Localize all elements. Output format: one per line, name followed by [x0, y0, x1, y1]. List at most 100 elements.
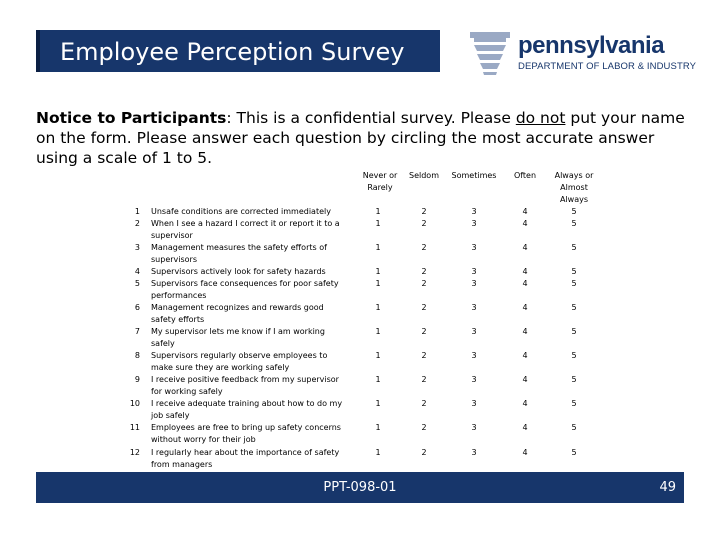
score-option[interactable]: 5: [571, 423, 577, 432]
question-number: 8: [134, 351, 140, 360]
question-number: 6: [134, 303, 140, 312]
score-option[interactable]: 2: [421, 423, 427, 432]
scale-header-always: Always or Almost Always: [554, 171, 594, 204]
score-option[interactable]: 3: [471, 243, 477, 252]
score-option[interactable]: 3: [471, 375, 477, 384]
score-option[interactable]: 4: [522, 279, 528, 288]
score-option[interactable]: 1: [375, 399, 381, 408]
question-number: 9: [134, 375, 140, 384]
score-option[interactable]: 2: [421, 279, 427, 288]
score-option[interactable]: 5: [571, 375, 577, 384]
question-number: 3: [134, 243, 140, 252]
score-option[interactable]: 1: [375, 327, 381, 336]
score-option[interactable]: 4: [522, 399, 528, 408]
keystone-icon: [470, 32, 510, 75]
question-text: Supervisors regularly observe employees …: [151, 351, 328, 372]
footer-bar: PPT-098-01 49: [36, 472, 684, 503]
question-number: 10: [129, 399, 140, 408]
score-option[interactable]: 5: [571, 243, 577, 252]
score-option[interactable]: 3: [471, 423, 477, 432]
question-number: 2: [134, 219, 140, 228]
logo-department: DEPARTMENT OF LABOR & INDUSTRY: [518, 61, 697, 72]
score-option[interactable]: 1: [375, 279, 381, 288]
score-option[interactable]: 5: [571, 351, 577, 360]
score-option[interactable]: 1: [375, 303, 381, 312]
score-option[interactable]: 1: [375, 267, 381, 276]
score-option[interactable]: 4: [522, 448, 528, 457]
score-option[interactable]: 1: [375, 207, 381, 216]
scale-header-sometimes: Sometimes: [451, 171, 497, 180]
notice-text-1: : This is a confidential survey. Please: [226, 109, 516, 127]
question-text: I receive adequate training about how to…: [151, 399, 343, 420]
question-number: 7: [134, 327, 140, 336]
question-text: I receive positive feedback from my supe…: [151, 375, 339, 396]
score-option[interactable]: 3: [471, 351, 477, 360]
score-option[interactable]: 3: [471, 219, 477, 228]
score-option[interactable]: 2: [421, 207, 427, 216]
score-option[interactable]: 4: [522, 243, 528, 252]
score-option[interactable]: 3: [471, 399, 477, 408]
score-option[interactable]: 3: [471, 327, 477, 336]
score-option[interactable]: 1: [375, 219, 381, 228]
score-option[interactable]: 5: [571, 219, 577, 228]
score-option[interactable]: 1: [375, 448, 381, 457]
pennsylvania-logo: pennsylvania DEPARTMENT OF LABOR & INDUS…: [466, 28, 696, 76]
scale-header-often: Often: [513, 171, 537, 180]
notice-label: Notice to Participants: [36, 109, 227, 127]
score-option[interactable]: 4: [522, 327, 528, 336]
question-text: Supervisors face consequences for poor s…: [151, 279, 339, 300]
score-option[interactable]: 5: [571, 303, 577, 312]
score-option[interactable]: 3: [471, 303, 477, 312]
score-option[interactable]: 5: [571, 327, 577, 336]
score-option[interactable]: 2: [421, 351, 427, 360]
score-option[interactable]: 2: [421, 375, 427, 384]
score-option[interactable]: 5: [571, 399, 577, 408]
score-option[interactable]: 4: [522, 375, 528, 384]
page-title: Employee Perception Survey: [60, 38, 405, 66]
score-option[interactable]: 2: [421, 448, 427, 457]
score-option[interactable]: 4: [522, 267, 528, 276]
score-option[interactable]: 4: [522, 207, 528, 216]
score-option[interactable]: 2: [421, 267, 427, 276]
score-option[interactable]: 2: [421, 399, 427, 408]
question-text: I regularly hear about the importance of…: [151, 448, 340, 469]
score-option[interactable]: 1: [375, 375, 381, 384]
scale-header-never: Never or Rarely: [362, 171, 398, 192]
score-option[interactable]: 2: [421, 303, 427, 312]
score-option[interactable]: 2: [421, 219, 427, 228]
question-number: 12: [129, 448, 140, 457]
question-text: My supervisor lets me know if I am worki…: [151, 327, 325, 348]
score-option[interactable]: 3: [471, 207, 477, 216]
question-number: 11: [129, 423, 140, 432]
score-option[interactable]: 3: [471, 267, 477, 276]
question-text: When I see a hazard I correct it or repo…: [151, 219, 340, 240]
score-option[interactable]: 5: [571, 279, 577, 288]
score-option[interactable]: 5: [571, 267, 577, 276]
title-bar: Employee Perception Survey: [36, 30, 440, 72]
question-number: 4: [134, 267, 140, 276]
score-option[interactable]: 3: [471, 448, 477, 457]
score-option[interactable]: 4: [522, 423, 528, 432]
score-option[interactable]: 4: [522, 303, 528, 312]
score-option[interactable]: 4: [522, 351, 528, 360]
score-option[interactable]: 2: [421, 243, 427, 252]
score-option[interactable]: 5: [571, 448, 577, 457]
question-text: Management recognizes and rewards good s…: [151, 303, 324, 324]
score-option[interactable]: 1: [375, 423, 381, 432]
question-text: Employees are free to bring up safety co…: [151, 423, 341, 444]
score-option[interactable]: 3: [471, 279, 477, 288]
score-option[interactable]: 5: [571, 207, 577, 216]
notice-paragraph: Notice to Participants: This is a confid…: [36, 108, 686, 168]
notice-text-2: put your name on the form. Please answer…: [36, 109, 685, 167]
score-option[interactable]: 1: [375, 243, 381, 252]
page-number: 49: [659, 480, 676, 495]
logo-wordmark: pennsylvania: [518, 32, 665, 59]
question-text: Management measures the safety efforts o…: [151, 243, 327, 264]
scale-header-seldom: Seldom: [409, 171, 439, 180]
score-option[interactable]: 4: [522, 219, 528, 228]
document-code: PPT-098-01: [323, 480, 397, 495]
score-option[interactable]: 2: [421, 327, 427, 336]
score-option[interactable]: 1: [375, 351, 381, 360]
notice-emphasis: do not: [515, 109, 566, 127]
question-text: Unsafe conditions are corrected immediat…: [151, 207, 331, 216]
